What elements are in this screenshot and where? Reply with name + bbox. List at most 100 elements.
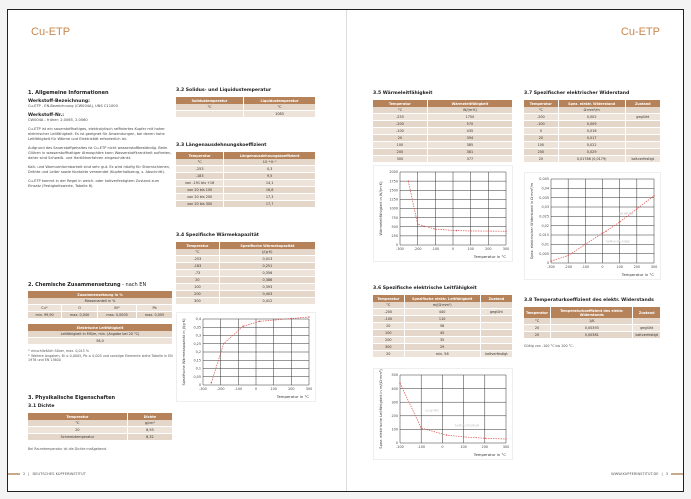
- caption: Zusammensetzung in %: [28, 291, 173, 298]
- table-cell: 1/K: [550, 318, 634, 325]
- table-cell: 29: [404, 343, 481, 351]
- x-tick-label: -100: [234, 387, 242, 391]
- caption: Elektrische Leitfähigkeit: [28, 324, 173, 331]
- data-line: [399, 383, 507, 440]
- section-title: 2. Chemische Zusammensetzung - nach EN: [28, 282, 173, 288]
- data-point: [434, 228, 437, 230]
- x-tick-label: -100: [431, 247, 439, 251]
- table-row: -200 0,002 geglüht: [524, 113, 662, 121]
- data-point: [242, 325, 244, 327]
- table-row: 0 0,016: [524, 127, 662, 135]
- x-tick-label: 100: [460, 445, 466, 449]
- table-row: -100 435: [373, 127, 514, 135]
- table-cell: °C: [176, 104, 244, 111]
- table-cell: 0,016: [558, 127, 626, 135]
- table-row: -183 9,5: [176, 172, 316, 180]
- table-cell: min. 56: [404, 350, 481, 358]
- table-cell: 110: [404, 315, 481, 323]
- data-point: [407, 180, 410, 182]
- table-cell: 16,8: [223, 186, 316, 194]
- table-cell: -73: [176, 269, 220, 277]
- table-cell: -183: [176, 262, 220, 270]
- x-tick-label: -100: [581, 265, 589, 269]
- data-point: [210, 382, 213, 384]
- y-tick-label: 1000: [389, 207, 398, 211]
- table-cell: 0,022: [558, 141, 626, 149]
- column-header: Temperatur: [28, 413, 128, 420]
- table-row: -200 440 geglüht: [373, 308, 514, 316]
- y-tick-label: 0,4: [196, 317, 201, 321]
- table-cell: geglüht: [632, 324, 661, 332]
- data-point: [584, 243, 587, 246]
- data-point: [258, 320, 261, 323]
- table-cell: m/(Ω·mm²): [404, 302, 481, 309]
- table-row: °C 10⁻⁶·K⁻¹: [176, 159, 316, 166]
- note: Bei Raumtemperatur ist die Dichte maßgeb…: [28, 447, 108, 451]
- table-cell: 0,356: [219, 269, 317, 277]
- y-tick-label: 0,2: [196, 350, 201, 354]
- table-cell: 0,013: [219, 255, 317, 263]
- y-tick-label: 1250: [389, 198, 398, 202]
- y-tick-label: 0,1: [196, 367, 201, 371]
- conductivity-table: Elektrische Leitfähigkeit Leitfähigkeit …: [28, 324, 173, 345]
- table-cell: 0,393: [219, 283, 317, 291]
- x-tick-label: 0: [255, 387, 257, 391]
- solidus-table: Solidustemperatur Liquidustemperatur °C °C 1…: [176, 97, 317, 118]
- y-tick-label: 100: [392, 428, 398, 432]
- data-point: [399, 382, 401, 384]
- table-cell: [625, 134, 662, 142]
- subsection-title: 3.3 Längenausdehnungskoeffizient: [176, 143, 267, 148]
- table-cell: 200: [176, 290, 220, 298]
- footer-link[interactable]: WWW.KUPFERINSTITUT.DE: [611, 472, 659, 476]
- table-row: °C 1/K: [524, 318, 661, 325]
- table-cell: [625, 107, 662, 114]
- note: Gültig von -100 °C bis 200 °C.: [524, 344, 574, 348]
- data-point: [653, 195, 655, 197]
- y-tick-label: 1500: [389, 188, 398, 192]
- cell: Bi²⁾: [97, 304, 138, 312]
- x-tick-label: -200: [396, 445, 404, 449]
- annotation: kaltverfestigt: [606, 239, 630, 243]
- table-row: -253 0,3: [176, 165, 316, 173]
- table-cell: [480, 315, 514, 323]
- label: Werkstoff-Nr.:: [28, 113, 65, 118]
- y-tick-label: 0,025: [539, 215, 549, 219]
- page-number: 3: [665, 472, 668, 476]
- cell: max. 0,005: [136, 311, 173, 319]
- table-cell: 381: [427, 148, 514, 156]
- table-cell: 394: [427, 134, 514, 142]
- y-tick-label: 0: [547, 261, 549, 265]
- table-cell: von 20 bis 300: [176, 200, 225, 208]
- data-point: [567, 254, 569, 257]
- table-cell: 1083: [243, 110, 317, 118]
- table-row: 200 35: [373, 336, 514, 344]
- table-cell: 200: [373, 336, 405, 344]
- table-row: 200 381: [373, 148, 514, 156]
- table-row: 300 0,412: [176, 297, 317, 305]
- table-row: -73 0,356: [176, 269, 317, 277]
- table-cell: kaltverfestigt: [632, 331, 661, 339]
- table-cell: 0,412: [219, 297, 317, 305]
- cell: max. 0,0005: [97, 311, 138, 319]
- table-cell: Schmelztemperatur: [28, 433, 128, 441]
- table-cell: -253: [176, 165, 225, 173]
- table-cell: 0,251: [219, 262, 317, 270]
- table-cell: [480, 302, 514, 309]
- y-tick-label: 500: [392, 225, 398, 229]
- table-cell: 0,386: [219, 276, 317, 284]
- column-header: Spezifische Wärmekapazität: [219, 242, 317, 249]
- table-row: 20 0,017: [524, 134, 662, 142]
- column-header: Temperatur: [373, 295, 405, 302]
- table-cell: 35: [404, 336, 481, 344]
- table-cell: -200: [373, 308, 405, 316]
- y-tick-label: 0,045: [539, 177, 549, 181]
- footer-bar: [8, 473, 20, 475]
- table-row: 1083: [176, 110, 317, 118]
- density-table: Temperatur Dichte °C g/cm³ 20 8,93 Schmelztemp…: [28, 413, 174, 441]
- table-cell: von 20 bis 100: [176, 186, 225, 194]
- data-point: [445, 434, 448, 436]
- y-tick-label: 0: [396, 441, 398, 445]
- y-axis-label: Spez. elektrische Leitfähigkeit in m/(Ω·…: [379, 369, 383, 449]
- table-cell: J/(g·K): [219, 249, 317, 256]
- table-cell: 0,00381: [550, 331, 634, 339]
